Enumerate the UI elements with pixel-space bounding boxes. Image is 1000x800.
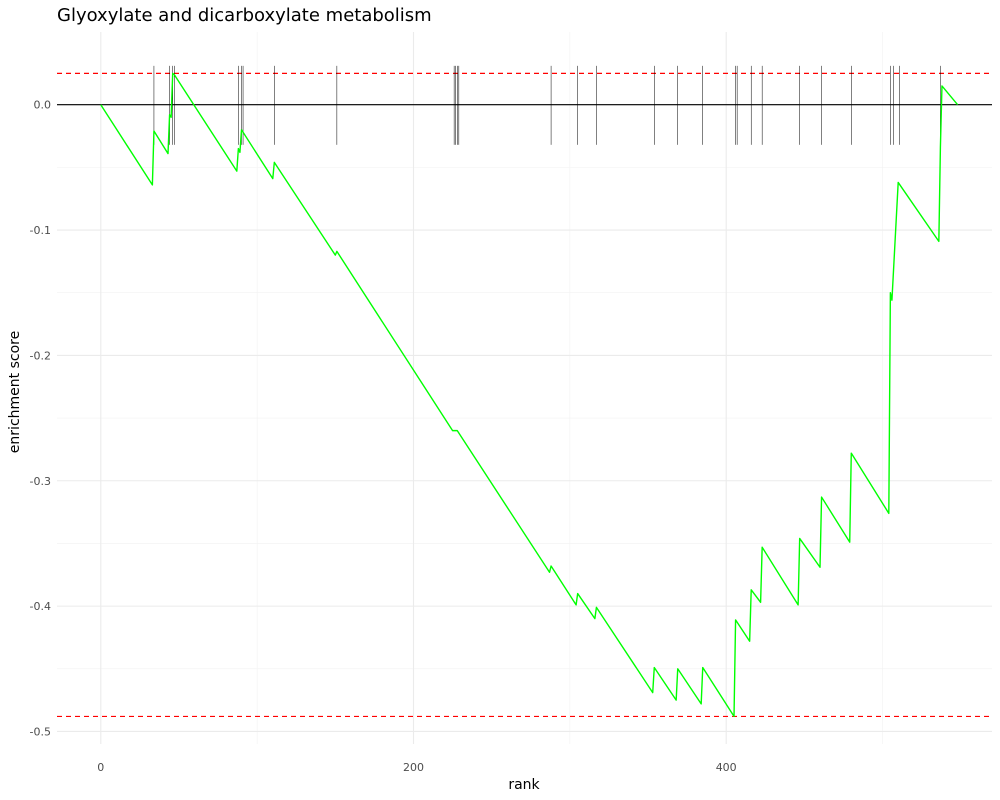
y-axis-title: enrichment score [7,331,23,453]
gene-hit-ticks [153,65,941,145]
y-tick-label: -0.2 [30,349,51,362]
axis-labels: 0 200 400 0.0 -0.1 -0.2 -0.3 -0.4 -0.5 [30,99,737,774]
running-score-layer [100,72,959,718]
chart-title: Glyoxylate and dicarboxylate metabolism [57,5,432,26]
grid [57,32,992,744]
x-tick-label: 0 [97,761,104,774]
y-tick-label: -0.5 [30,725,51,738]
y-tick-label: -0.1 [30,224,51,237]
threshold-lines [57,72,992,718]
enrichment-score-line [100,72,959,718]
x-axis-title: rank [508,777,540,793]
y-tick-label: -0.3 [30,475,51,488]
y-tick-label: -0.4 [30,600,51,613]
y-tick-label: 0.0 [34,99,52,112]
x-tick-label: 400 [716,761,737,774]
x-tick-label: 200 [403,761,424,774]
